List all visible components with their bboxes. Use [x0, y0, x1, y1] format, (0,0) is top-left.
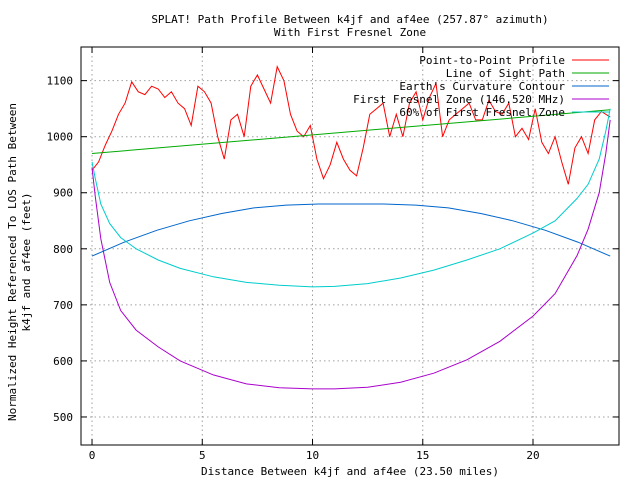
- y-tick-label: 500: [53, 411, 73, 424]
- legend-entry-label: Earth's Curvature Contour: [399, 80, 565, 93]
- series-line-2: [91, 109, 611, 154]
- legend-entry-label: Point-to-Point Profile: [419, 54, 565, 67]
- series-line-5: [91, 108, 611, 288]
- y-tick-label: 1000: [47, 131, 74, 144]
- x-tick-label: 20: [526, 449, 539, 462]
- x-tick-label: 0: [89, 449, 96, 462]
- y-axis-label-line2: k4jf and af4ee (feet): [20, 192, 33, 331]
- series-lines: [91, 64, 611, 390]
- legend-entry-label: First Fresnel Zone (146.520 MHz): [353, 93, 565, 106]
- x-tick-label: 10: [306, 449, 319, 462]
- chart-subtitle: With First Fresnel Zone: [274, 26, 426, 39]
- plot-frame: [80, 46, 620, 446]
- grid-lines: [81, 47, 619, 445]
- y-tick-label: 800: [53, 243, 73, 256]
- x-tick-label: 5: [199, 449, 206, 462]
- x-axis-label: Distance Between k4jf and af4ee (23.50 m…: [201, 465, 499, 478]
- axis-ticks: 0 5 10 15 20 500 600 700 800 900 1000 1100: [47, 47, 619, 462]
- series-line-1: [91, 64, 611, 185]
- x-tick-label: 15: [416, 449, 429, 462]
- y-tick-label: 600: [53, 355, 73, 368]
- y-tick-label: 900: [53, 187, 73, 200]
- y-axis-label-line1: Normalized Height Referenced To LOS Path…: [6, 103, 19, 421]
- series-line-4: [91, 119, 611, 390]
- legend-entry-label: 60% of First Fresnel Zone: [399, 106, 565, 119]
- y-tick-label: 1100: [47, 75, 74, 88]
- legend-entry-label: Line of Sight Path: [446, 67, 565, 80]
- chart-title: SPLAT! Path Profile Between k4jf and af4…: [151, 13, 548, 26]
- y-tick-label: 700: [53, 299, 73, 312]
- series-line-3: [91, 203, 611, 257]
